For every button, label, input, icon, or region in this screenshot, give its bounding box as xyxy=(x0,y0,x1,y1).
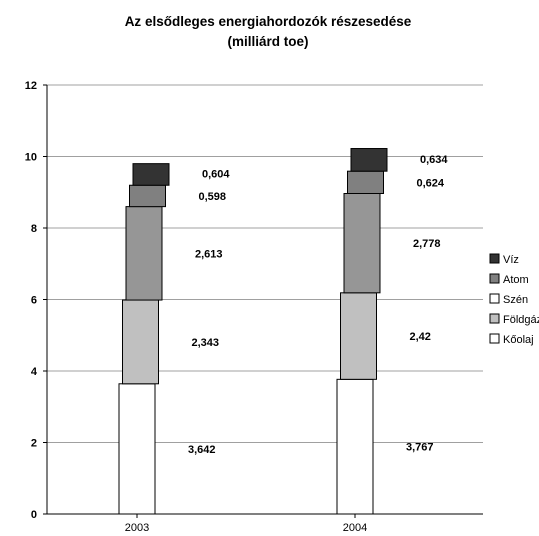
bar-segment xyxy=(347,170,384,195)
chart-subtitle: (milliárd toe) xyxy=(227,34,308,49)
data-label: 0,624 xyxy=(417,177,445,189)
data-label: 2,42 xyxy=(410,331,431,343)
y-tick-label: 6 xyxy=(31,295,37,307)
data-label: 0,634 xyxy=(420,154,448,166)
bar-segment xyxy=(125,206,163,301)
plot-area: 0 2 4 6 8 10 12 2003 3,642 2,343 2,613 0,598 0,604 20… xyxy=(25,80,483,534)
x-tick-label: 2004 xyxy=(343,522,367,534)
legend-swatch xyxy=(489,293,500,304)
data-label: 3,767 xyxy=(406,442,434,454)
bar-segment xyxy=(118,383,156,515)
legend-swatch xyxy=(489,253,500,264)
data-label: 2,613 xyxy=(195,248,223,260)
bar-segment xyxy=(350,148,388,172)
bar-segment xyxy=(129,184,166,208)
bar-segment xyxy=(132,163,170,186)
bar-segment xyxy=(340,292,377,380)
y-tick-label: 4 xyxy=(31,366,38,378)
y-tick-label: 12 xyxy=(25,80,37,92)
bar-segment xyxy=(343,193,381,294)
legend-label: Földgáz xyxy=(503,314,539,326)
data-label: 0,598 xyxy=(199,191,227,203)
chart-title: Az elsődleges energiahordozók részesedés… xyxy=(125,14,412,29)
legend-swatch xyxy=(489,313,500,324)
legend-label: Szén xyxy=(503,294,528,306)
legend-swatch xyxy=(489,333,500,344)
data-label: 2,778 xyxy=(413,238,441,250)
legend-label: Atom xyxy=(503,274,529,286)
data-label: 2,343 xyxy=(192,337,220,349)
y-tick-label: 8 xyxy=(31,223,37,235)
bar-segment xyxy=(336,378,374,515)
bar-segment xyxy=(122,299,159,385)
legend: Víz Atom Szén Földgáz Kőolaj xyxy=(489,253,539,346)
legend-label: Kőolaj xyxy=(503,334,534,346)
data-label: 0,604 xyxy=(202,168,230,180)
x-tick-label: 2003 xyxy=(125,522,149,534)
y-tick-label: 10 xyxy=(25,152,37,164)
legend-label: Víz xyxy=(503,254,519,266)
y-tick-label: 0 xyxy=(31,509,37,521)
y-tick-label: 2 xyxy=(31,438,37,450)
data-label: 3,642 xyxy=(188,444,216,456)
legend-swatch xyxy=(489,273,500,284)
